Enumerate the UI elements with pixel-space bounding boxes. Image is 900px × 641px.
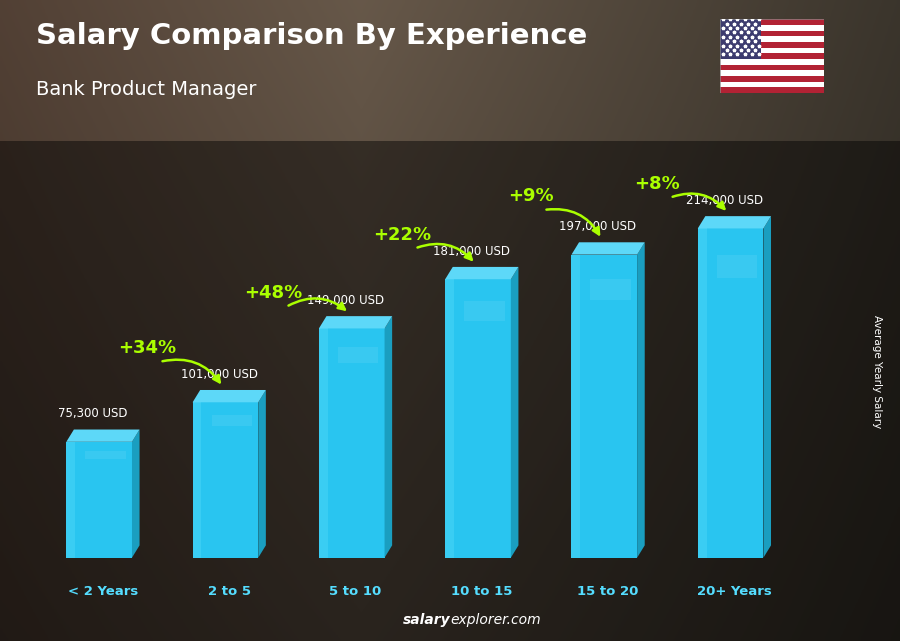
Polygon shape (193, 403, 202, 558)
Text: explorer.com: explorer.com (450, 613, 541, 627)
Polygon shape (446, 279, 454, 558)
Bar (720, 25, 824, 31)
Bar (720, 42, 824, 47)
Polygon shape (384, 316, 392, 558)
Polygon shape (258, 390, 265, 558)
Polygon shape (590, 279, 631, 300)
Polygon shape (446, 267, 518, 279)
Text: +48%: +48% (244, 285, 302, 303)
Bar (720, 47, 824, 53)
Polygon shape (212, 415, 252, 426)
Bar (0, 141, 900, 641)
Text: 2 to 5: 2 to 5 (208, 585, 251, 598)
Bar (720, 87, 824, 93)
Polygon shape (193, 390, 266, 403)
Text: 181,000 USD: 181,000 USD (433, 245, 510, 258)
Polygon shape (319, 328, 328, 558)
Bar (720, 53, 824, 59)
Polygon shape (338, 347, 378, 363)
Text: 214,000 USD: 214,000 USD (686, 194, 763, 207)
Bar (720, 71, 824, 76)
Text: 149,000 USD: 149,000 USD (307, 294, 384, 307)
Polygon shape (763, 216, 771, 558)
Bar (720, 65, 824, 71)
Polygon shape (67, 442, 132, 558)
Bar (720, 19, 824, 25)
Text: 15 to 20: 15 to 20 (578, 585, 639, 598)
Bar (720, 37, 824, 42)
Polygon shape (319, 316, 392, 328)
Polygon shape (86, 451, 126, 459)
Text: 5 to 10: 5 to 10 (329, 585, 382, 598)
Text: Average Yearly Salary: Average Yearly Salary (872, 315, 883, 428)
Text: Salary Comparison By Experience: Salary Comparison By Experience (36, 22, 587, 51)
Text: Bank Product Manager: Bank Product Manager (36, 80, 256, 99)
Text: salary: salary (402, 613, 450, 627)
Polygon shape (464, 301, 505, 321)
Polygon shape (511, 267, 518, 558)
Text: 75,300 USD: 75,300 USD (58, 407, 128, 420)
Polygon shape (446, 279, 511, 558)
Bar (720, 19, 761, 59)
Polygon shape (132, 429, 140, 558)
Polygon shape (698, 216, 771, 228)
Polygon shape (319, 328, 384, 558)
Bar (720, 76, 824, 81)
Polygon shape (67, 429, 140, 442)
Text: < 2 Years: < 2 Years (68, 585, 138, 598)
Polygon shape (637, 242, 644, 558)
Polygon shape (67, 442, 76, 558)
Polygon shape (572, 254, 637, 558)
Polygon shape (716, 254, 757, 278)
Text: +9%: +9% (508, 187, 554, 205)
Bar (720, 81, 824, 87)
Polygon shape (193, 403, 258, 558)
Text: +34%: +34% (118, 339, 176, 357)
Text: +8%: +8% (634, 175, 680, 193)
Polygon shape (698, 228, 763, 558)
Bar (720, 31, 824, 37)
Text: +22%: +22% (374, 226, 431, 244)
Text: 10 to 15: 10 to 15 (451, 585, 512, 598)
Bar (720, 59, 824, 65)
Polygon shape (572, 242, 644, 254)
Polygon shape (698, 228, 706, 558)
Polygon shape (572, 254, 580, 558)
Text: 101,000 USD: 101,000 USD (181, 368, 257, 381)
Text: 197,000 USD: 197,000 USD (560, 220, 636, 233)
Text: 20+ Years: 20+ Years (697, 585, 772, 598)
